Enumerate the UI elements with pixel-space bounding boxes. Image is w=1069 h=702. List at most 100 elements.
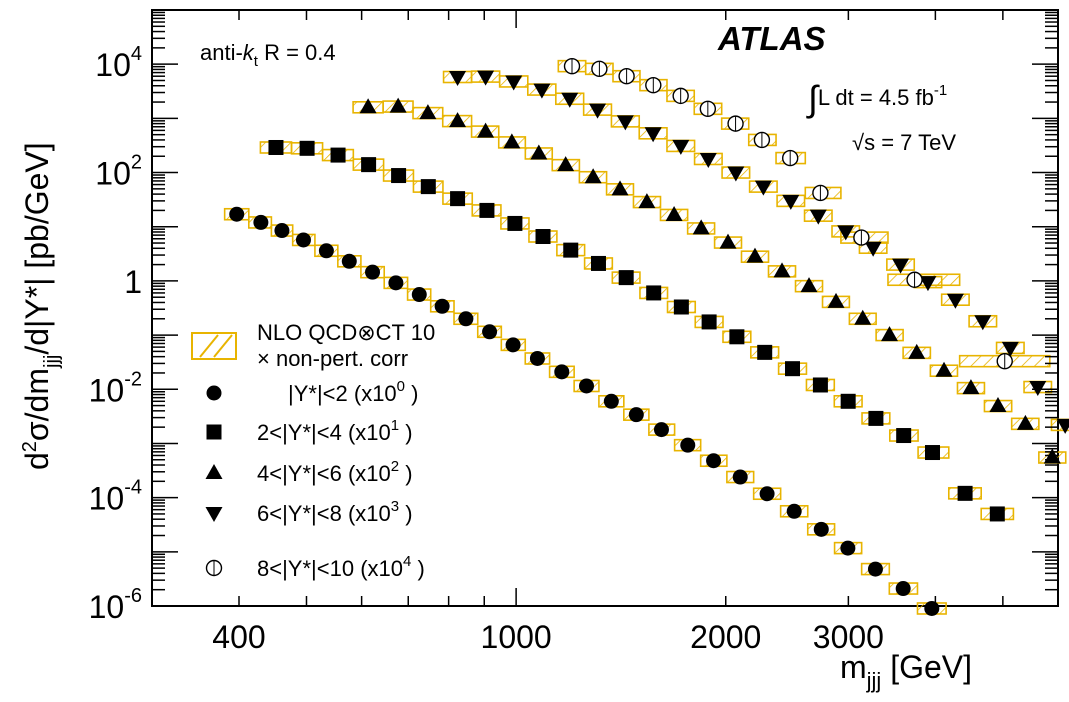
data-point bbox=[692, 219, 710, 235]
data-point bbox=[505, 337, 521, 353]
data-point bbox=[727, 166, 745, 182]
legend-label: 4<|Y*|<6 (x102 ) bbox=[257, 458, 413, 486]
data-point bbox=[759, 486, 775, 502]
data-point bbox=[557, 156, 575, 172]
legend-marker bbox=[205, 464, 223, 479]
data-point bbox=[389, 97, 407, 113]
data-point bbox=[673, 299, 689, 315]
y-tick-label: 104 bbox=[95, 43, 142, 83]
data-point bbox=[450, 191, 466, 207]
data-point bbox=[729, 329, 745, 345]
data-point bbox=[618, 68, 635, 85]
data-point bbox=[611, 180, 629, 196]
data-point bbox=[786, 503, 802, 519]
legend-label: 2<|Y*|<4 (x101 ) bbox=[257, 417, 413, 445]
data-point bbox=[701, 314, 717, 330]
data-point bbox=[253, 214, 269, 230]
y-tick-label: 102 bbox=[95, 152, 142, 192]
data-point bbox=[880, 326, 898, 342]
data-point bbox=[896, 428, 912, 444]
data-point bbox=[479, 202, 495, 218]
data-point bbox=[590, 255, 606, 271]
legend-marker bbox=[205, 559, 223, 577]
data-point bbox=[706, 453, 722, 469]
energy-label: √s = 7 TeV bbox=[852, 130, 956, 155]
legend-label: 8<|Y*|<10 (x104 ) bbox=[257, 553, 425, 581]
data-point bbox=[1001, 341, 1019, 357]
data-point bbox=[505, 75, 523, 91]
data-point bbox=[616, 115, 634, 131]
data-point bbox=[578, 378, 594, 394]
data-point bbox=[274, 223, 290, 239]
data-point bbox=[962, 379, 980, 395]
data-point bbox=[359, 98, 377, 114]
data-point bbox=[840, 393, 856, 409]
data-point bbox=[449, 112, 467, 128]
data-point bbox=[812, 377, 828, 393]
data-point bbox=[840, 540, 856, 556]
data-point bbox=[535, 229, 551, 245]
data-point bbox=[449, 70, 467, 86]
data-point bbox=[754, 180, 772, 196]
data-point bbox=[458, 311, 474, 327]
data-point bbox=[727, 115, 744, 132]
data-point bbox=[391, 168, 407, 184]
algorithm-label: anti-kt R = 0.4 bbox=[200, 40, 336, 70]
data-point bbox=[854, 309, 872, 325]
data-point bbox=[699, 100, 717, 118]
data-point bbox=[529, 350, 545, 366]
legend: NLO QCD⊗CT 10 × non-pert. corr |Y*|<2 (x… bbox=[191, 320, 435, 581]
data-point bbox=[388, 275, 404, 291]
data-point bbox=[330, 147, 346, 163]
data-point bbox=[924, 600, 940, 616]
data-point bbox=[229, 206, 245, 222]
data-point bbox=[732, 469, 748, 485]
data-point bbox=[295, 232, 311, 248]
y-tick-label: 1 bbox=[124, 264, 142, 300]
data-point bbox=[665, 205, 683, 221]
data-point bbox=[477, 70, 495, 86]
data-point bbox=[989, 506, 1005, 522]
data-point bbox=[957, 485, 973, 501]
legend-marker bbox=[206, 385, 222, 401]
data-point bbox=[533, 83, 551, 99]
data-point bbox=[919, 276, 937, 292]
data-point bbox=[603, 393, 619, 409]
data-point bbox=[268, 139, 284, 155]
data-point bbox=[864, 241, 882, 257]
data-point bbox=[584, 168, 602, 184]
data-point bbox=[299, 140, 315, 156]
data-point bbox=[628, 407, 644, 423]
data-point bbox=[589, 103, 607, 119]
data-point bbox=[782, 194, 800, 210]
data-point bbox=[361, 157, 377, 173]
data-point bbox=[680, 437, 696, 453]
data-point bbox=[503, 133, 521, 149]
axis-ticks: 400 1000 2000 3000 10-6 10-4 10-2 1 102 104 bbox=[89, 9, 1059, 655]
data-point bbox=[853, 229, 870, 246]
data-point bbox=[507, 215, 523, 231]
data-point bbox=[561, 92, 579, 108]
plot-frame bbox=[151, 9, 1059, 607]
data-point bbox=[868, 410, 884, 426]
x-axis-label: mjjj [GeV] bbox=[840, 649, 972, 693]
data-point bbox=[365, 264, 381, 280]
legend-band-label-2: × non-pert. corr bbox=[257, 346, 408, 371]
data-point bbox=[638, 193, 656, 209]
data-point bbox=[781, 149, 799, 167]
data-point bbox=[809, 209, 827, 225]
data-point bbox=[757, 344, 773, 360]
data-point bbox=[563, 242, 579, 258]
data-point bbox=[827, 292, 845, 308]
data-point bbox=[699, 152, 717, 168]
data-point bbox=[996, 352, 1013, 370]
data-point bbox=[672, 139, 690, 155]
x-tick-label: 400 bbox=[212, 619, 265, 655]
x-tick-label: 2000 bbox=[690, 619, 761, 655]
legend-marker bbox=[205, 507, 223, 522]
data-point bbox=[935, 361, 953, 377]
legend-label: 6<|Y*|<8 (x103 ) bbox=[257, 498, 413, 526]
y-axis-label: d2σ/dmjjj/d|Y*| [pb/GeV] bbox=[19, 142, 63, 470]
y-tick-label: 10-6 bbox=[89, 585, 142, 625]
